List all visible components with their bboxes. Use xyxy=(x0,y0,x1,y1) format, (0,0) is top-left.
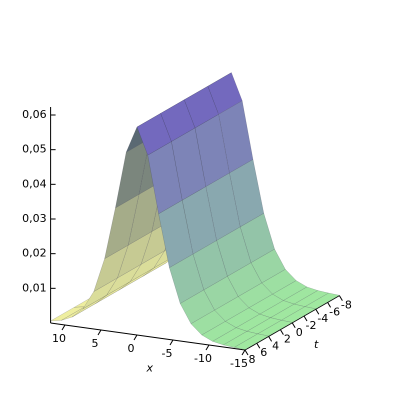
t-tick xyxy=(291,322,296,329)
z-tick-label: 0,06 xyxy=(22,108,47,121)
t-tick-label: 4 xyxy=(272,339,279,352)
x-tick-label: 10 xyxy=(52,332,66,345)
t-tick xyxy=(327,302,332,308)
t-tick xyxy=(338,295,343,301)
surface-patch xyxy=(233,333,270,350)
x-tick xyxy=(133,334,138,341)
surface-patch xyxy=(104,193,140,260)
t-tick-label: 2 xyxy=(284,333,291,346)
x-tick-label: -15 xyxy=(230,357,248,370)
z-tick-label: 0,04 xyxy=(22,177,47,190)
x-tick xyxy=(97,329,102,336)
x-tick-label: -5 xyxy=(162,347,173,360)
z-tick-label: 0,02 xyxy=(22,247,47,260)
t-tick xyxy=(303,315,308,322)
z-tick-label: 0,03 xyxy=(22,212,47,225)
t-tick-label: -6 xyxy=(329,305,340,318)
t-tick xyxy=(256,342,261,349)
x-axis-label: x xyxy=(146,362,154,375)
t-axis-label: t xyxy=(314,338,319,351)
x-tick-label: 5 xyxy=(92,337,99,350)
x-tick-label: 0 xyxy=(128,342,135,355)
z-tick-label: 0,01 xyxy=(22,281,47,294)
t-tick xyxy=(268,336,273,342)
surface-patch xyxy=(82,277,118,309)
t-tick-label: 6 xyxy=(260,346,267,359)
x-tick-label: -10 xyxy=(194,352,212,365)
t-tick-label: 8 xyxy=(249,353,256,366)
t-tick xyxy=(244,349,249,356)
t-tick-label: -2 xyxy=(306,319,317,332)
t-tick-label: 0 xyxy=(296,326,303,339)
x-tick xyxy=(241,349,246,356)
t-tick-label: -4 xyxy=(317,312,328,325)
surface-patch xyxy=(72,295,107,318)
x-tick xyxy=(169,339,174,346)
t-tick-label: -8 xyxy=(341,299,352,312)
t-tick xyxy=(279,329,284,335)
x-tick xyxy=(205,344,210,351)
z-tick-label: 0,05 xyxy=(22,143,47,156)
surface-patch xyxy=(93,244,129,292)
t-tick xyxy=(315,308,320,315)
surface-patch xyxy=(115,138,151,209)
surface-patch xyxy=(50,306,86,322)
x-axis xyxy=(50,322,246,351)
x-tick xyxy=(61,324,66,331)
